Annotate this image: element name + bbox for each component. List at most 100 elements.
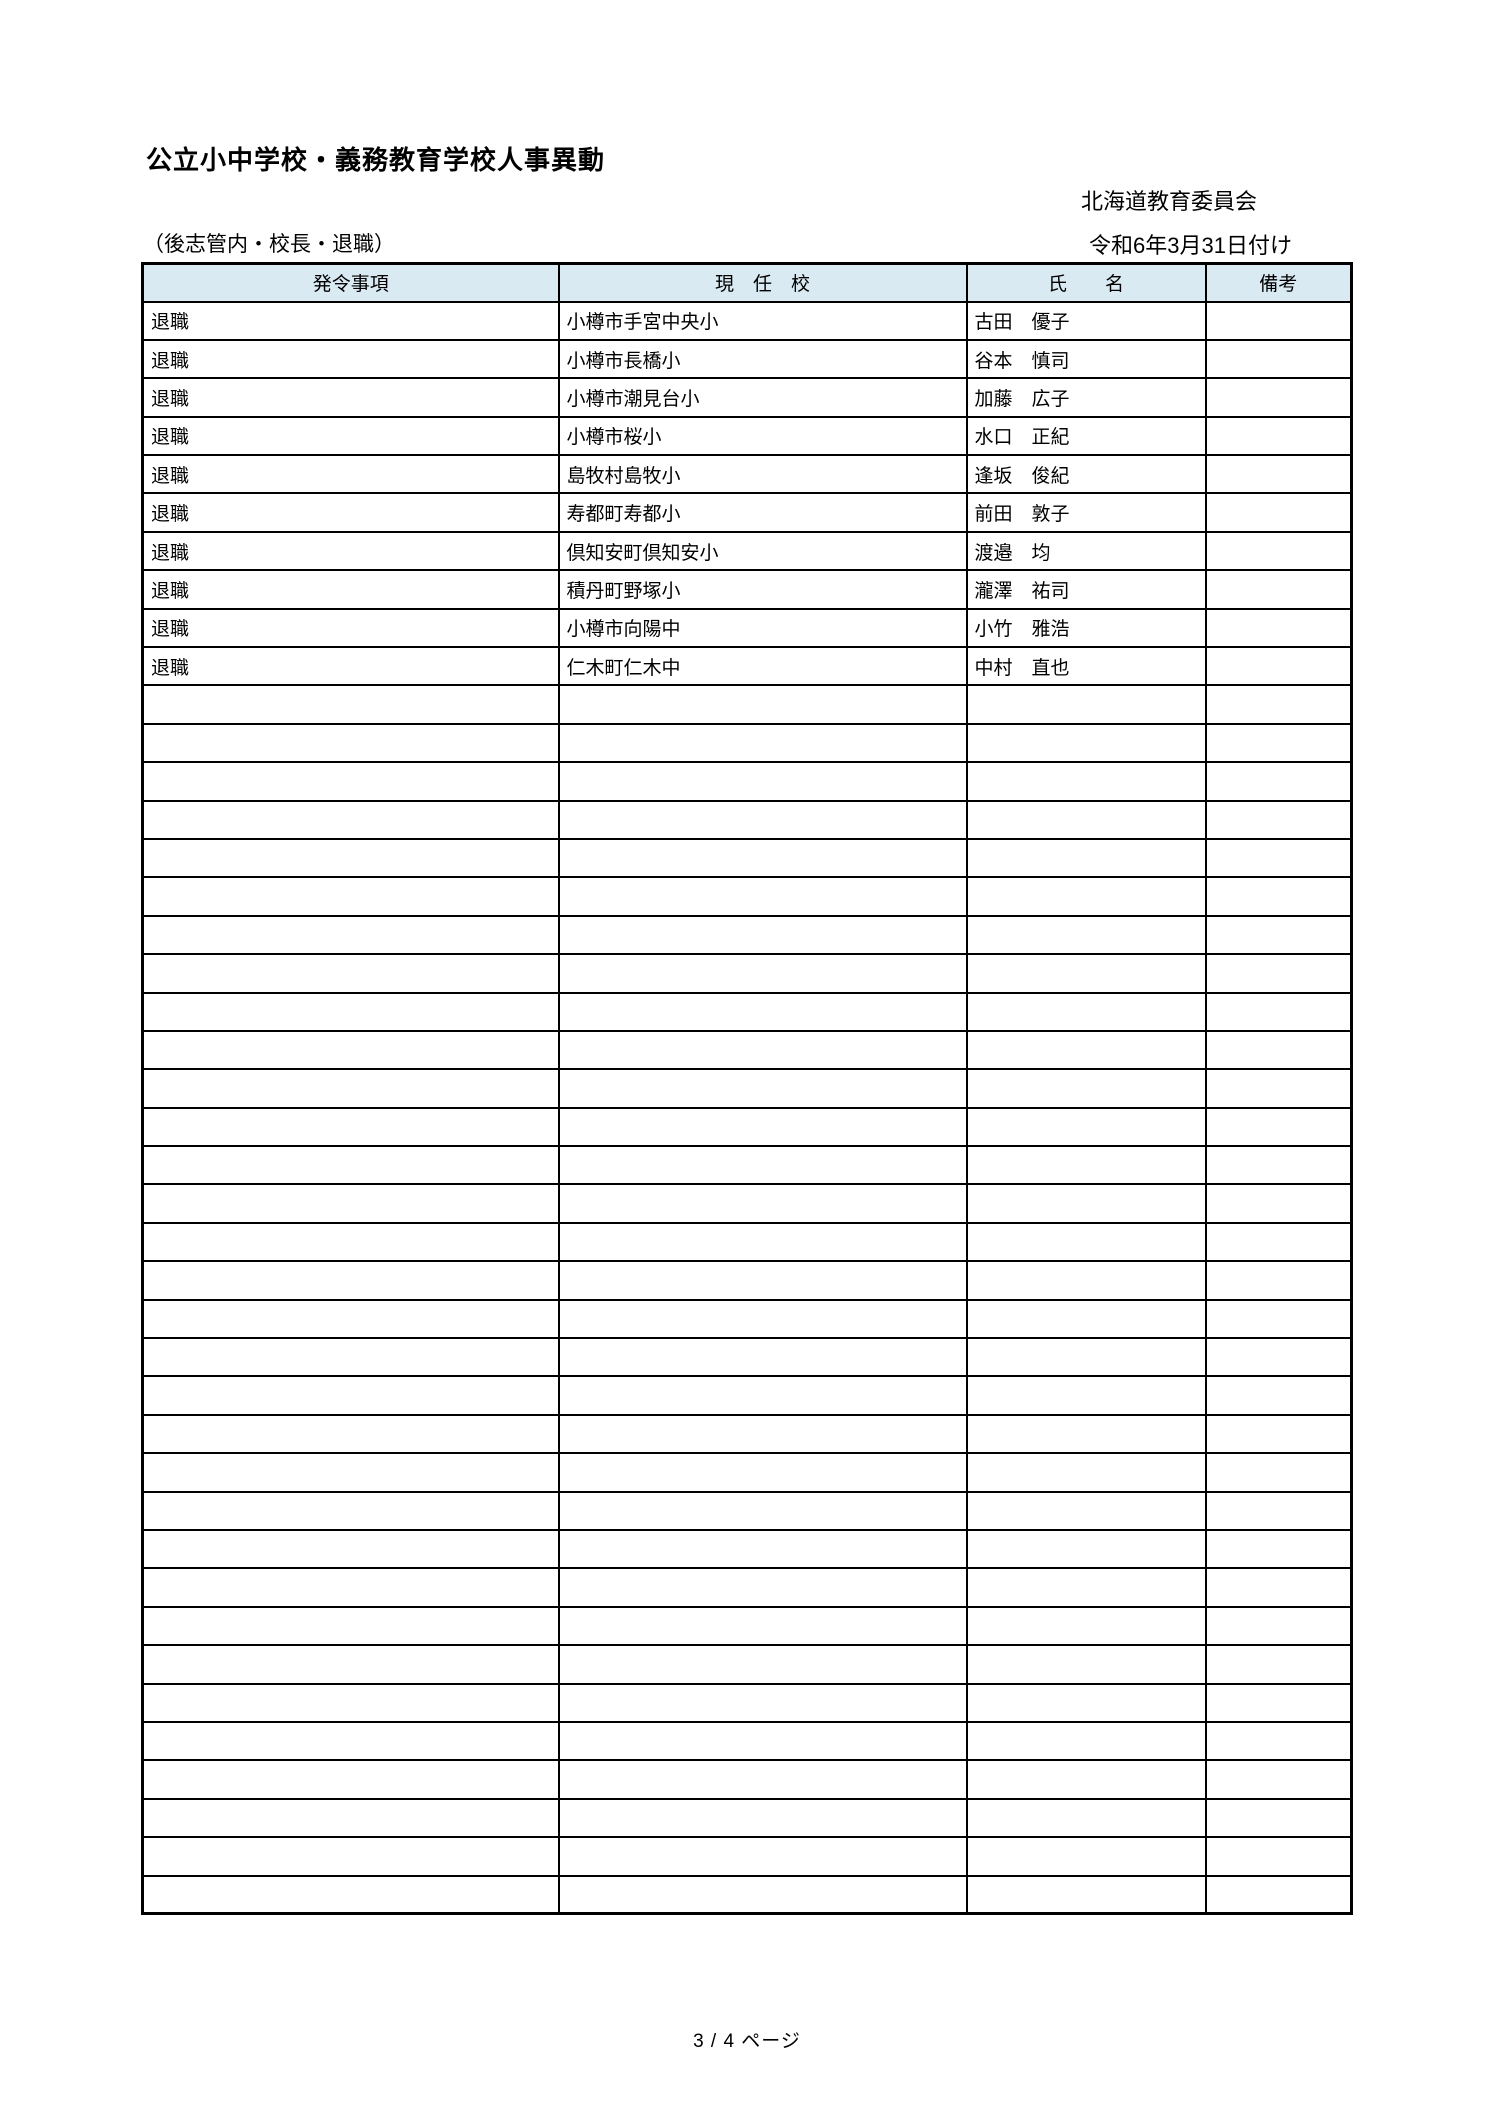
cell: [965, 1337, 1207, 1378]
cell: [1204, 684, 1353, 725]
cell: [965, 1298, 1207, 1340]
table-row-empty: [141, 1413, 1353, 1455]
cell: [557, 1221, 968, 1263]
cell: 退職: [141, 454, 560, 495]
cell: [557, 1528, 968, 1570]
cell: [1204, 1375, 1353, 1416]
table-row-empty: [141, 1221, 1353, 1263]
cell: [557, 722, 968, 764]
cell: [557, 953, 968, 994]
cell: [141, 1797, 560, 1839]
cell: [557, 1874, 968, 1915]
cell: 退職: [141, 377, 560, 418]
table-row-empty: [141, 1567, 1353, 1608]
cell: 水口 正紀: [965, 415, 1207, 457]
table-row: 退職 小樽市向陽中 小竹 雅浩: [141, 607, 1353, 649]
cell: [965, 1567, 1207, 1608]
cell: [141, 1183, 560, 1224]
cell: 退職: [141, 300, 560, 341]
table-row-empty: [141, 1029, 1353, 1071]
cell: [1204, 1644, 1353, 1685]
cell: [141, 1260, 560, 1301]
table-row: 退職 小樽市長橋小 谷本 慎司: [141, 338, 1353, 380]
cell: [965, 1145, 1207, 1186]
cell: [965, 761, 1207, 802]
cell: [141, 761, 560, 802]
table-header-row: 発令事項現 任 校氏 名備考: [141, 262, 1353, 303]
cell: [1204, 991, 1353, 1032]
page-number: 3 / 4 ページ: [693, 2031, 801, 2052]
cell: [1204, 799, 1353, 840]
table-row-empty: [141, 1106, 1353, 1148]
effective-date-label: 令和6年3月31日付け: [1089, 233, 1292, 258]
cell: [557, 991, 968, 1032]
table-row-empty: [141, 1797, 1353, 1839]
cell: [1204, 377, 1353, 418]
cell: [141, 876, 560, 917]
table-row-empty: [141, 1759, 1353, 1800]
cell: [557, 684, 968, 725]
cell: [965, 914, 1207, 956]
table-row-empty: [141, 1183, 1353, 1224]
cell: 小樽市潮見台小: [557, 377, 968, 418]
cell: [965, 1759, 1207, 1800]
cell: [1204, 1221, 1353, 1263]
cell: [557, 1029, 968, 1071]
cell: [965, 1720, 1207, 1762]
table-row-empty: [141, 1605, 1353, 1647]
cell: [557, 1337, 968, 1378]
table-row: 退職 積丹町野塚小 瀧澤 祐司: [141, 569, 1353, 610]
cell: [141, 799, 560, 840]
cell: [141, 684, 560, 725]
cell: [965, 799, 1207, 840]
cell: [965, 1528, 1207, 1570]
cell: [557, 1644, 968, 1685]
table-row-empty: [141, 1874, 1353, 1915]
table-row-empty: [141, 914, 1353, 956]
table-row-empty: [141, 1720, 1353, 1762]
table-row-empty: [141, 1068, 1353, 1109]
cell: [1204, 1720, 1353, 1762]
cell: [1204, 415, 1353, 457]
cell: [965, 1375, 1207, 1416]
cell: [965, 1490, 1207, 1532]
cell: 寿都町寿都小: [557, 492, 968, 533]
cell: [1204, 492, 1353, 533]
cell: 加藤 広子: [965, 377, 1207, 418]
cell: 渡邉 均: [965, 530, 1207, 572]
cell: [141, 1337, 560, 1378]
cell: [1204, 530, 1353, 572]
cell: 小樽市長橋小: [557, 338, 968, 380]
table-row: 退職 小樽市桜小 水口 正紀: [141, 415, 1353, 457]
cell: [557, 1106, 968, 1148]
cell: [557, 1068, 968, 1109]
cell: [1204, 569, 1353, 610]
cell: [141, 1375, 560, 1416]
cell: [965, 876, 1207, 917]
cell: [141, 1836, 560, 1877]
column-header-2: 氏 名: [965, 262, 1207, 303]
cell: [1204, 1068, 1353, 1109]
table-row-empty: [141, 1298, 1353, 1340]
cell: [141, 1106, 560, 1148]
cell: [557, 1490, 968, 1532]
cell: [557, 914, 968, 956]
cell: [1204, 454, 1353, 495]
cell: [557, 1375, 968, 1416]
cell: [1204, 1836, 1353, 1877]
table-row: 退職 仁木町仁木中 中村 直也: [141, 646, 1353, 687]
table-row-empty: [141, 1644, 1353, 1685]
table-row-empty: [141, 799, 1353, 840]
table-row-empty: [141, 1528, 1353, 1570]
cell: [1204, 953, 1353, 994]
cell: [965, 1221, 1207, 1263]
cell: [965, 1260, 1207, 1301]
cell: [965, 1183, 1207, 1224]
cell: [141, 1720, 560, 1762]
cell: [1204, 1567, 1353, 1608]
cell: [965, 1068, 1207, 1109]
cell: [965, 837, 1207, 879]
cell: 前田 敦子: [965, 492, 1207, 533]
cell: [141, 1490, 560, 1532]
